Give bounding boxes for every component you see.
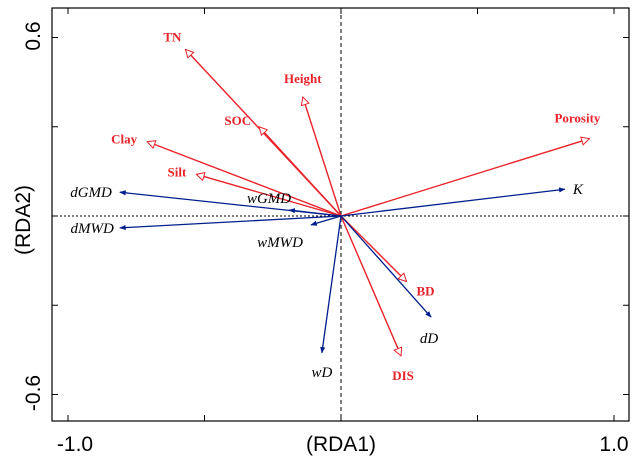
vector-label-tn: TN — [163, 29, 182, 44]
vector-arrow-k — [340, 187, 566, 217]
vector-arrow-silt — [196, 174, 342, 217]
vector-label-dd: dD — [420, 331, 439, 347]
vector-arrow-bd — [340, 215, 407, 281]
x-tick-label-max: 1.0 — [599, 433, 628, 456]
vector-label-dis: DIS — [392, 368, 414, 383]
y-tick-label-max: 0.6 — [22, 21, 45, 50]
vector-arrow-wmwd — [310, 215, 342, 226]
x-axis-tick-labels: -1.0 1.0 — [57, 433, 629, 456]
series-response: dGMD dMWD wGMD wMWD KdD wD — [70, 182, 584, 381]
vector-label-clay: Clay — [111, 132, 138, 147]
vector-arrow-porosity — [340, 139, 589, 217]
biplot-vectors: TN Height SOC Clay Silt Porosity BD DIS dGMD dMWD… — [70, 29, 601, 382]
vector-arrow-dd — [340, 215, 432, 318]
vector-label-wd: wD — [311, 365, 332, 381]
vector-arrow-height — [303, 97, 342, 217]
vector-label-porosity: Porosity — [554, 111, 600, 126]
vector-arrow-clay — [147, 142, 342, 217]
vector-label-dmwd: dMWD — [71, 221, 114, 237]
y-axis-tick-labels: 0.6 -0.6 — [22, 21, 45, 411]
vector-arrow-soc — [259, 127, 342, 217]
series-environment: TN Height SOC Clay Silt Porosity BD DIS — [111, 29, 601, 382]
vector-label-wmwd: wMWD — [257, 235, 303, 251]
vector-label-height: Height — [284, 71, 322, 86]
vector-label-k: K — [572, 182, 584, 198]
vector-label-silt: Silt — [168, 164, 187, 179]
vector-arrow-wd — [320, 215, 342, 354]
vector-label-dgmd: dGMD — [70, 185, 112, 201]
vector-arrow-dis — [340, 215, 401, 356]
vector-label-wgmd: wGMD — [247, 191, 291, 207]
vector-label-soc: SOC — [224, 113, 251, 128]
vector-arrow-dmwd — [119, 215, 342, 231]
vector-label-bd: BD — [417, 283, 435, 298]
vector-arrow-wgmd — [288, 208, 342, 217]
y-axis-title: (RDA2) — [12, 185, 35, 255]
y-tick-label-min: -0.6 — [22, 375, 45, 411]
x-axis-title: (RDA1) — [306, 433, 376, 456]
x-tick-label-min: -1.0 — [57, 433, 93, 456]
